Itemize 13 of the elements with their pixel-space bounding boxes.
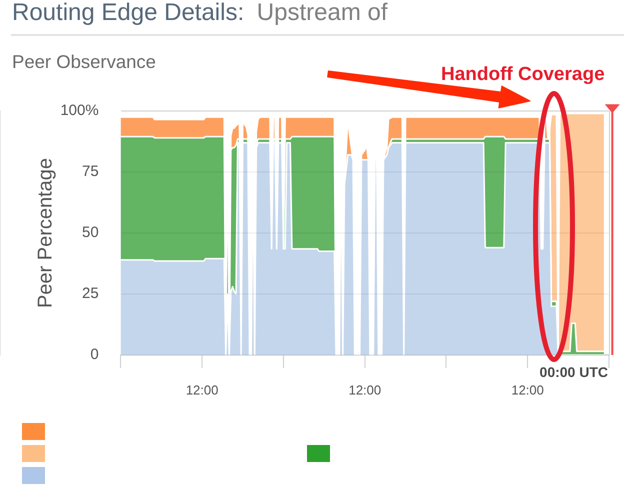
- chart-subtitle: Peer Observance: [12, 51, 156, 72]
- x-tick-label: 12:00: [186, 382, 218, 398]
- chart-title: Routing Edge Details: Upstream of: [12, 0, 388, 26]
- y-axis-title: Peer Percentage: [34, 158, 57, 308]
- x-tick-label: 12:00: [511, 382, 544, 398]
- y-tick-label: 100%: [60, 102, 99, 120]
- y-tick-label: 75: [82, 163, 99, 180]
- y-tick-label: 50: [82, 224, 99, 242]
- x-tick-label: 12:00: [348, 382, 382, 398]
- y-tick-label: 0: [90, 346, 99, 364]
- text: Handoff Coverage: [441, 64, 605, 85]
- y-tick-label: 25: [82, 285, 99, 302]
- text: 00:00 UTC: [540, 364, 608, 380]
